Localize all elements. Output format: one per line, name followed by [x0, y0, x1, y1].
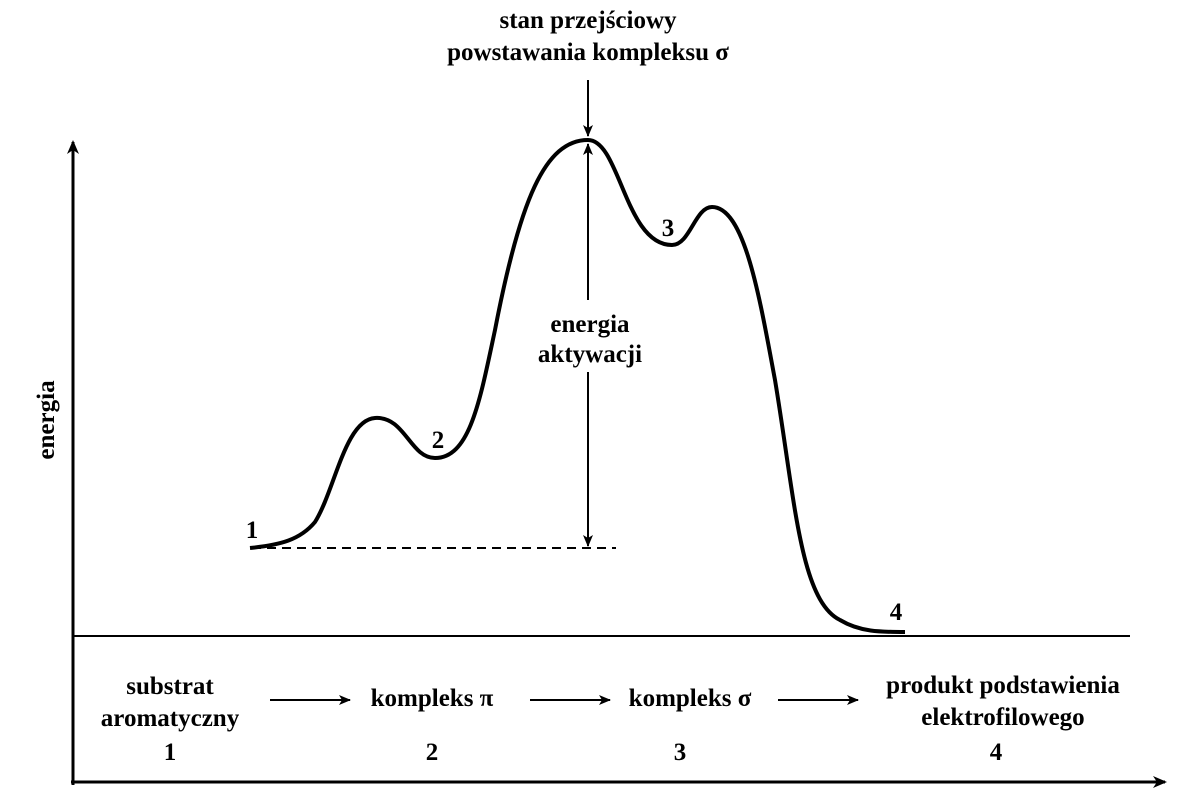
stage-1-line1: substrat — [126, 673, 214, 700]
point-label-3: 3 — [662, 215, 675, 242]
stage-3-number: 3 — [674, 739, 687, 766]
stage-2-number: 2 — [426, 739, 439, 766]
point-label-1: 1 — [246, 517, 259, 544]
transition-state-label-line2: powstawania kompleksu σ — [447, 39, 729, 66]
y-axis-label: energia — [33, 380, 60, 460]
stage-4-line1: produkt podstawienia — [886, 672, 1120, 699]
stage-4-line2: elektrofilowego — [921, 704, 1084, 731]
stage-2-line1: kompleks π — [371, 685, 494, 712]
transition-state-label-line1: stan przejściowy — [499, 7, 677, 34]
stage-1-line2: aromatyczny — [101, 705, 240, 732]
point-label-2: 2 — [432, 427, 445, 454]
stage-3-line1: kompleks σ — [629, 685, 752, 712]
stage-4-number: 4 — [990, 739, 1003, 766]
stage-1-number: 1 — [164, 739, 177, 766]
point-label-4: 4 — [890, 599, 903, 626]
energy-curve — [249, 137, 906, 634]
activation-label-line1: energia — [550, 311, 630, 338]
activation-label-line2: aktywacji — [538, 341, 642, 368]
